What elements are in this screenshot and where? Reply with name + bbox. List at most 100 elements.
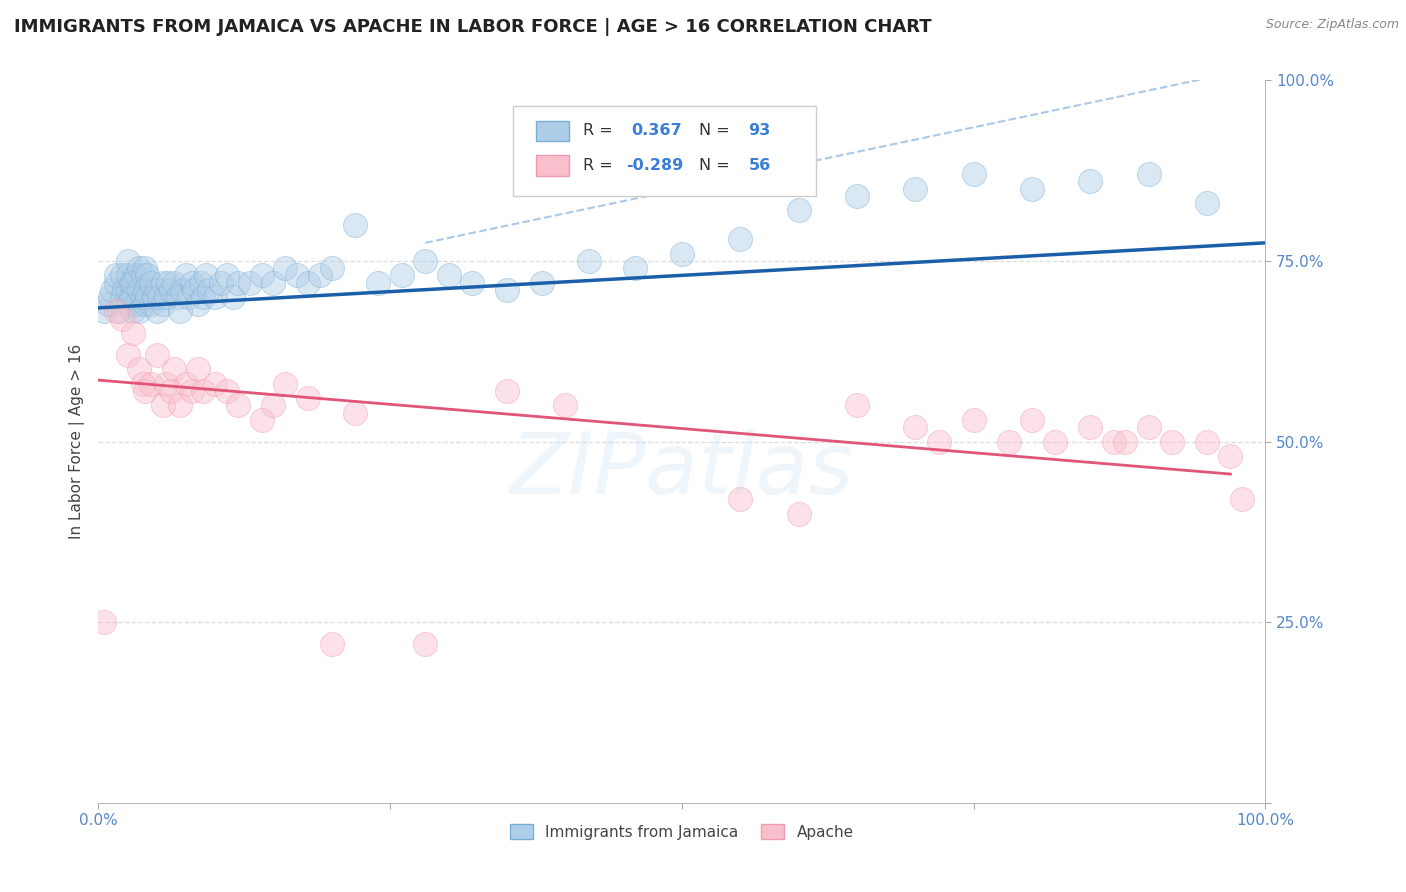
Point [104, 268, 127, 283]
Point [157, 276, 180, 290]
Point [128, 283, 150, 297]
Point [98, 290, 121, 304]
Point [1195, 434, 1218, 449]
Point [125, 268, 148, 283]
Point [104, 304, 127, 318]
Point [1021, 413, 1043, 427]
Point [1219, 449, 1241, 463]
Point [166, 290, 188, 304]
Point [1195, 196, 1218, 211]
Point [169, 304, 191, 318]
Point [204, 290, 226, 304]
Point [122, 276, 145, 290]
Point [108, 304, 131, 318]
Point [297, 391, 319, 405]
Point [1230, 492, 1253, 507]
Point [787, 203, 810, 218]
Point [139, 276, 162, 290]
Point [132, 290, 155, 304]
Point [671, 246, 693, 260]
Point [152, 276, 174, 290]
Text: ZIPatlas: ZIPatlas [510, 429, 853, 512]
Point [146, 304, 169, 318]
Point [93, 304, 115, 318]
Point [155, 376, 177, 391]
Point [134, 261, 156, 276]
Text: N =: N = [699, 158, 735, 173]
Point [190, 276, 212, 290]
Point [120, 290, 142, 304]
Point [122, 326, 145, 340]
Point [111, 311, 134, 326]
Point [1137, 420, 1160, 434]
FancyBboxPatch shape [536, 155, 568, 176]
Point [262, 398, 284, 412]
Point [228, 276, 250, 290]
Point [250, 268, 273, 283]
Point [1080, 174, 1102, 188]
Point [104, 276, 127, 290]
Point [204, 376, 226, 391]
Point [187, 297, 209, 311]
Point [179, 290, 201, 304]
Point [262, 276, 284, 290]
Point [496, 384, 519, 398]
Point [128, 261, 150, 276]
Point [928, 434, 950, 449]
Point [1137, 167, 1160, 181]
Point [128, 304, 150, 318]
Point [787, 507, 810, 521]
Point [962, 167, 984, 181]
Point [250, 413, 273, 427]
Text: 93: 93 [748, 123, 770, 138]
Point [285, 268, 308, 283]
Point [413, 253, 436, 268]
Point [146, 348, 169, 362]
Point [152, 398, 174, 412]
Point [93, 615, 115, 630]
Point [163, 362, 186, 376]
Point [112, 283, 135, 297]
Point [846, 189, 869, 203]
Point [120, 276, 142, 290]
Point [148, 290, 170, 304]
Point [730, 232, 752, 246]
Point [122, 290, 145, 304]
Point [1114, 434, 1136, 449]
Point [997, 434, 1019, 449]
Point [437, 268, 460, 283]
Point [344, 218, 367, 232]
Point [391, 268, 413, 283]
Point [228, 398, 250, 412]
Point [221, 290, 243, 304]
Point [117, 297, 139, 311]
Point [846, 398, 869, 412]
Point [132, 376, 155, 391]
Point [125, 297, 148, 311]
Point [239, 276, 262, 290]
Point [730, 492, 752, 507]
Y-axis label: In Labor Force | Age > 16: In Labor Force | Age > 16 [69, 344, 84, 539]
Point [143, 290, 166, 304]
Point [962, 413, 984, 427]
Point [309, 268, 332, 283]
Point [136, 268, 159, 283]
Point [209, 276, 232, 290]
Point [904, 420, 927, 434]
Point [134, 384, 156, 398]
Point [132, 268, 155, 283]
Point [122, 304, 145, 318]
Point [461, 276, 484, 290]
Point [117, 268, 139, 283]
Point [174, 376, 197, 391]
Text: R =: R = [582, 123, 617, 138]
Point [530, 276, 553, 290]
Point [159, 283, 181, 297]
Point [111, 268, 134, 283]
Point [180, 384, 202, 398]
Text: IMMIGRANTS FROM JAMAICA VS APACHE IN LABOR FORCE | AGE > 16 CORRELATION CHART: IMMIGRANTS FROM JAMAICA VS APACHE IN LAB… [14, 18, 932, 36]
Point [117, 283, 139, 297]
Text: 0.367: 0.367 [631, 123, 682, 138]
Point [297, 276, 319, 290]
Point [554, 398, 576, 412]
